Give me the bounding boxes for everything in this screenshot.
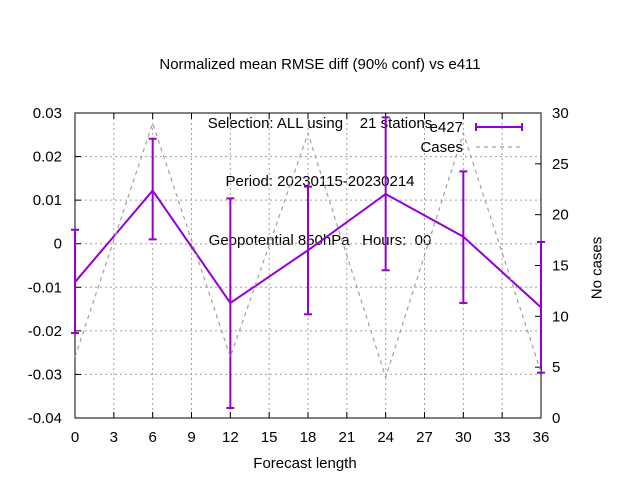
y2-tick-label: 5 [552, 359, 560, 376]
x-axis-label: Forecast length [253, 455, 357, 472]
legend-label-cases: Cases [420, 139, 463, 156]
legend-label-e427: e427 [430, 119, 463, 136]
x-tick-label: 6 [148, 429, 156, 446]
y-tick-label: -0.01 [28, 279, 62, 296]
y-tick-label: 0.01 [33, 192, 62, 209]
y-tick-label: 0.03 [33, 105, 62, 122]
y-tick-label: -0.02 [28, 323, 62, 340]
y2-tick-label: 15 [552, 258, 569, 275]
y-tick-label: -0.04 [28, 410, 62, 427]
y-tick-label: 0.02 [33, 149, 62, 166]
x-tick-label: 33 [494, 429, 511, 446]
x-tick-label: 18 [300, 429, 317, 446]
x-tick-label: 9 [187, 429, 195, 446]
x-tick-label: 27 [416, 429, 433, 446]
x-tick-label: 12 [222, 429, 239, 446]
x-tick-label: 15 [261, 429, 278, 446]
y-tick-label: -0.03 [28, 366, 62, 383]
y2-tick-label: 20 [552, 207, 569, 224]
y2-tick-label: 0 [552, 410, 560, 427]
y2-tick-label: 25 [552, 156, 569, 173]
y2-axis-label: No cases [588, 236, 606, 300]
x-tick-label: 21 [338, 429, 355, 446]
x-tick-label: 36 [533, 429, 550, 446]
title-line-1: Normalized mean RMSE diff (90% conf) vs … [159, 56, 481, 73]
title-line-2: Selection: ALL using 21 stations [207, 114, 433, 132]
x-tick-label: 24 [377, 429, 394, 446]
x-tick-label: 3 [110, 429, 118, 446]
y2-tick-label: 30 [552, 105, 569, 122]
x-tick-label: 30 [455, 429, 472, 446]
series-line-cases [74, 121, 542, 380]
y2-tick-label: 10 [552, 308, 569, 325]
y-tick-label: 0 [54, 236, 62, 253]
x-tick-label: 0 [71, 429, 79, 446]
